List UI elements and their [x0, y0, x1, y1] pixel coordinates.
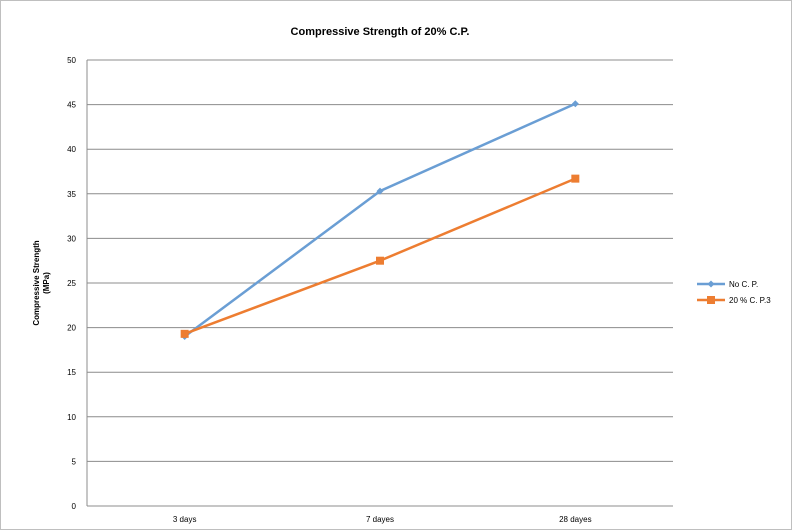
data-point	[376, 187, 384, 195]
data-point	[571, 174, 580, 183]
y-tick-label: 15	[67, 368, 76, 377]
y-tick-label: 10	[67, 413, 76, 422]
series-group	[180, 100, 580, 341]
data-point	[180, 329, 189, 338]
legend: No C. P. 20 % C. P.3	[697, 280, 771, 305]
y-tick-label: 25	[67, 279, 76, 288]
grid-lines	[86, 59, 673, 507]
y-tick-label: 40	[67, 145, 76, 154]
y-axis-ticks: 0 5 10 15 20 25 30 35 40 45 50	[67, 56, 76, 511]
legend-marker	[707, 296, 715, 304]
y-tick-label: 20	[67, 324, 76, 333]
y-axis-label: Compressive Strength (MPa)	[32, 240, 51, 325]
chart-title: Compressive Strength of 20% C.P.	[291, 26, 470, 38]
x-tick-label: 28 dayes	[559, 515, 591, 524]
data-point	[571, 100, 579, 108]
y-tick-label: 50	[67, 56, 76, 65]
y-tick-label: 45	[67, 101, 76, 110]
data-point	[376, 256, 384, 265]
legend-label: No C. P.	[729, 280, 758, 289]
x-tick-label: 7 dayes	[366, 515, 394, 524]
series-line-0	[183, 102, 576, 338]
y-axis-label-line: (MPa)	[42, 272, 51, 294]
y-axis-label-line: Compressive Strength	[32, 240, 41, 325]
legend-label: 20 % C. P.3	[729, 296, 771, 305]
x-axis-ticks: 3 days 7 dayes 28 dayes	[173, 515, 592, 524]
series-line-1	[184, 177, 576, 336]
y-tick-label: 35	[67, 190, 76, 199]
legend-marker	[707, 280, 715, 288]
y-tick-label: 0	[72, 502, 77, 511]
x-tick-label: 3 days	[173, 515, 197, 524]
y-tick-label: 30	[67, 234, 76, 243]
y-tick-label: 5	[72, 457, 77, 466]
